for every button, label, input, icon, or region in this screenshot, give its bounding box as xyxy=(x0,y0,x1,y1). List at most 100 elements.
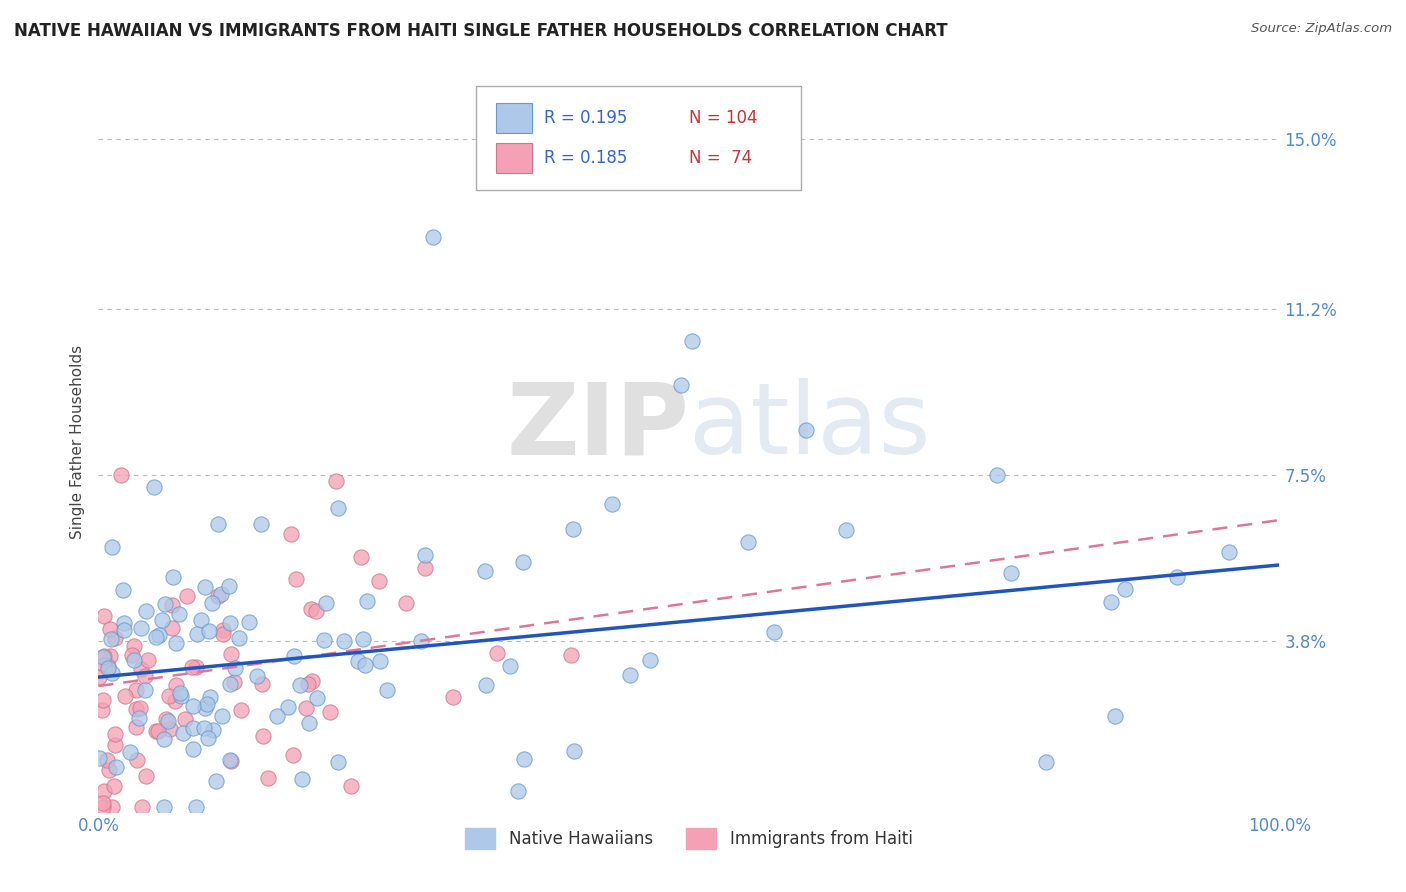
Native Hawaiians xyxy=(354,657,377,672)
Native Hawaiians xyxy=(413,548,436,562)
Native Hawaiians xyxy=(207,517,229,532)
Native Hawaiians xyxy=(100,632,122,646)
Native Hawaiians xyxy=(564,744,586,758)
FancyBboxPatch shape xyxy=(496,144,531,173)
Y-axis label: Single Father Households: Single Father Households xyxy=(69,344,84,539)
Native Hawaiians xyxy=(218,753,240,767)
Immigrants from Haiti xyxy=(93,783,115,797)
Native Hawaiians xyxy=(209,586,232,600)
Native Hawaiians xyxy=(181,742,204,756)
Native Hawaiians xyxy=(104,760,127,774)
Native Hawaiians xyxy=(194,580,217,594)
Immigrants from Haiti xyxy=(135,769,157,783)
Immigrants from Haiti xyxy=(295,701,318,715)
Immigrants from Haiti xyxy=(162,598,184,612)
Native Hawaiians xyxy=(135,605,157,619)
Native Hawaiians xyxy=(561,522,583,536)
Immigrants from Haiti xyxy=(125,683,148,698)
Native Hawaiians xyxy=(167,607,190,622)
Native Hawaiians xyxy=(153,597,176,611)
Native Hawaiians xyxy=(219,676,242,690)
Native Hawaiians xyxy=(100,666,122,681)
Native Hawaiians xyxy=(172,726,194,740)
Text: ZIP: ZIP xyxy=(506,378,689,475)
Native Hawaiians xyxy=(370,654,392,668)
Text: N = 104: N = 104 xyxy=(689,109,758,127)
Native Hawaiians xyxy=(120,746,142,760)
Native Hawaiians xyxy=(197,731,219,745)
Native Hawaiians xyxy=(224,660,246,674)
Immigrants from Haiti xyxy=(181,660,204,674)
Native Hawaiians xyxy=(763,624,786,639)
Immigrants from Haiti xyxy=(104,738,127,752)
Immigrants from Haiti xyxy=(285,572,308,586)
Immigrants from Haiti xyxy=(114,690,136,704)
Native Hawaiians xyxy=(169,686,191,700)
Native Hawaiians xyxy=(602,497,624,511)
FancyBboxPatch shape xyxy=(496,103,531,133)
Immigrants from Haiti xyxy=(219,754,242,768)
Native Hawaiians xyxy=(1218,545,1240,559)
Text: N =  74: N = 74 xyxy=(689,149,752,167)
Native Hawaiians xyxy=(986,468,1008,483)
Native Hawaiians xyxy=(356,594,378,608)
Native Hawaiians xyxy=(1035,755,1057,769)
Immigrants from Haiti xyxy=(257,771,280,785)
Immigrants from Haiti xyxy=(560,648,582,662)
Native Hawaiians xyxy=(681,334,703,348)
Immigrants from Haiti xyxy=(91,800,114,814)
Native Hawaiians xyxy=(375,683,398,698)
Immigrants from Haiti xyxy=(301,673,323,688)
Native Hawaiians xyxy=(145,631,167,645)
Immigrants from Haiti xyxy=(304,604,326,618)
Native Hawaiians xyxy=(315,596,337,610)
Immigrants from Haiti xyxy=(395,596,418,610)
Native Hawaiians xyxy=(194,701,217,715)
Native Hawaiians xyxy=(333,634,356,648)
Native Hawaiians xyxy=(409,633,432,648)
Native Hawaiians xyxy=(307,690,329,705)
Native Hawaiians xyxy=(312,632,335,647)
Immigrants from Haiti xyxy=(219,647,242,661)
Native Hawaiians xyxy=(183,699,205,714)
Native Hawaiians xyxy=(266,708,288,723)
Native Hawaiians xyxy=(128,711,150,725)
Immigrants from Haiti xyxy=(96,754,118,768)
Text: R = 0.185: R = 0.185 xyxy=(544,149,627,167)
Native Hawaiians xyxy=(197,624,219,638)
Immigrants from Haiti xyxy=(224,675,246,690)
Immigrants from Haiti xyxy=(165,693,187,707)
Text: Source: ZipAtlas.com: Source: ZipAtlas.com xyxy=(1251,22,1392,36)
Text: NATIVE HAWAIIAN VS IMMIGRANTS FROM HAITI SINGLE FATHER HOUSEHOLDS CORRELATION CH: NATIVE HAWAIIAN VS IMMIGRANTS FROM HAITI… xyxy=(14,22,948,40)
Immigrants from Haiti xyxy=(125,702,148,716)
Immigrants from Haiti xyxy=(101,800,124,814)
Native Hawaiians xyxy=(512,554,534,568)
Native Hawaiians xyxy=(506,783,529,797)
Native Hawaiians xyxy=(97,661,120,675)
Immigrants from Haiti xyxy=(87,670,110,684)
Immigrants from Haiti xyxy=(121,648,143,662)
Immigrants from Haiti xyxy=(122,639,145,653)
Text: R = 0.195: R = 0.195 xyxy=(544,109,627,127)
Native Hawaiians xyxy=(246,669,269,683)
Native Hawaiians xyxy=(205,774,228,789)
Immigrants from Haiti xyxy=(184,659,207,673)
Native Hawaiians xyxy=(170,689,193,703)
Native Hawaiians xyxy=(277,700,299,714)
Native Hawaiians xyxy=(112,616,135,631)
Native Hawaiians xyxy=(183,722,205,736)
Native Hawaiians xyxy=(513,752,536,766)
FancyBboxPatch shape xyxy=(477,87,801,190)
Native Hawaiians xyxy=(156,714,179,728)
Native Hawaiians xyxy=(1114,582,1136,596)
Immigrants from Haiti xyxy=(98,622,121,636)
Native Hawaiians xyxy=(250,517,273,532)
Immigrants from Haiti xyxy=(250,677,273,691)
Native Hawaiians xyxy=(91,649,114,664)
Immigrants from Haiti xyxy=(93,608,115,623)
Native Hawaiians xyxy=(129,622,152,636)
Native Hawaiians xyxy=(671,378,693,392)
Immigrants from Haiti xyxy=(127,753,149,767)
Native Hawaiians xyxy=(288,678,311,692)
Immigrants from Haiti xyxy=(148,724,170,739)
